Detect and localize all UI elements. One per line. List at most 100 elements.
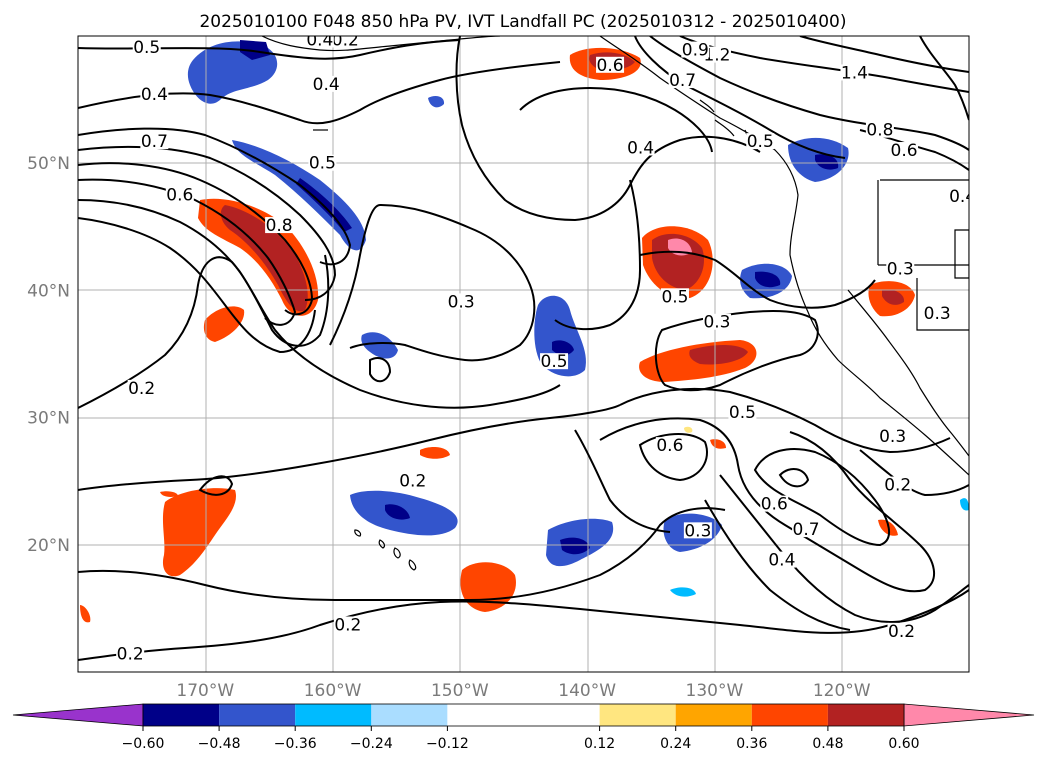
anomaly-positive xyxy=(420,447,450,459)
contour-label: 0.4 xyxy=(306,30,333,50)
gridlines xyxy=(78,36,969,672)
contour-label-bg xyxy=(883,476,912,493)
contour-label: 0.8 xyxy=(866,121,893,141)
contour-line xyxy=(369,357,392,383)
contour-label: 0.9 xyxy=(682,41,709,61)
contour-label-bg xyxy=(655,437,684,454)
contour-line xyxy=(78,178,297,326)
anomaly-positive xyxy=(162,488,236,577)
contour-label-bg xyxy=(540,353,569,370)
colorbar-tick-label: −0.36 xyxy=(274,736,317,752)
contour-label: 0.5 xyxy=(309,154,336,174)
longitude-tick-label: 130°W xyxy=(686,681,744,701)
longitude-tick-label: 140°W xyxy=(558,681,616,701)
contour-label-bg xyxy=(948,187,969,204)
contour-label: 0.6 xyxy=(891,141,918,161)
colorbar-segment xyxy=(219,704,296,726)
contour-line xyxy=(634,36,846,159)
contour-label: 0.2 xyxy=(334,615,361,635)
colorbar-tick-label: −0.24 xyxy=(350,736,393,752)
contour-label-bg xyxy=(702,313,731,330)
contour-label-bg xyxy=(265,217,294,234)
contour-label: 0.4 xyxy=(627,138,654,158)
contour-label: 0.8 xyxy=(266,216,293,236)
contour-label-bg xyxy=(887,622,916,639)
contour-label: 0.3 xyxy=(887,259,914,279)
contour-label-bg xyxy=(140,86,169,103)
anomaly-positive xyxy=(80,605,91,623)
anomaly-positive-core xyxy=(689,345,748,365)
contour-label-bg xyxy=(767,551,796,568)
anomaly-positive xyxy=(160,491,178,497)
colorbar-segment xyxy=(295,704,372,726)
contour-label-bg xyxy=(792,521,821,538)
contour-line xyxy=(519,86,713,153)
anomaly-negative-weak xyxy=(960,498,969,511)
contour-label-bg xyxy=(890,142,919,159)
contour-label-bg xyxy=(596,56,625,73)
contour-label-bg xyxy=(760,495,789,512)
contour-line xyxy=(78,61,561,125)
colorbar-segment xyxy=(143,704,220,726)
contour-label-bg xyxy=(865,121,894,138)
anomaly-negative-core xyxy=(240,40,270,60)
colorbar-segment xyxy=(675,704,752,726)
anomaly-negative xyxy=(361,332,398,359)
pv-anomaly-fills xyxy=(80,40,969,623)
contour-label-bg xyxy=(840,64,869,81)
baja-peninsula xyxy=(847,289,969,457)
colorbar-segment xyxy=(371,704,448,726)
contour-label-bg xyxy=(398,472,427,489)
colorbar-segment xyxy=(447,704,600,726)
contour-label: 0.3 xyxy=(879,427,906,447)
colorbar-tick-label: −0.12 xyxy=(426,736,469,752)
contour-label-bg xyxy=(127,379,156,396)
contour-label-bg xyxy=(447,293,476,310)
map-panel: 0.50.40.70.60.40.20.40.50.80.30.50.20.20… xyxy=(78,30,969,672)
latitude-tick-label: 30°N xyxy=(27,409,70,429)
longitude-tick-label: 150°W xyxy=(431,681,489,701)
anomaly-positive-core xyxy=(882,289,905,305)
contour-line xyxy=(639,250,876,309)
contour-line xyxy=(78,217,316,354)
contour-label-bg xyxy=(140,133,169,150)
contour-label-bg xyxy=(308,154,337,171)
anomaly-negative-core xyxy=(755,271,781,288)
figure-title: 2025010100 F048 850 hPa PV, IVT Landfall… xyxy=(199,12,846,32)
contour-label: 0.5 xyxy=(729,403,756,423)
contour-label-bg xyxy=(312,75,341,92)
contour-label-bg xyxy=(626,139,655,156)
contour-label-bg xyxy=(923,304,952,321)
contour-label: 0.3 xyxy=(703,313,730,333)
contour-line xyxy=(574,429,671,533)
colorbar-tick-label: 0.48 xyxy=(812,736,843,752)
contour-line xyxy=(599,417,935,593)
colorbar-tick-label: 0.12 xyxy=(584,736,615,752)
contour-label-bg xyxy=(333,616,362,633)
contour-label-bg xyxy=(746,133,775,150)
contour-line xyxy=(753,448,890,547)
contour-label: 0.6 xyxy=(166,186,193,206)
contour-label: 0.2 xyxy=(117,645,144,665)
anomaly-negative-core xyxy=(560,537,590,555)
anomaly-negative-core xyxy=(815,154,839,170)
contour-line xyxy=(704,499,851,631)
contour-line xyxy=(78,256,561,409)
contour-line xyxy=(649,36,969,151)
contour-label-bg xyxy=(660,288,689,305)
anomaly-positive-weak xyxy=(684,426,693,433)
colorbar-segment xyxy=(599,704,676,726)
longitude-tick-label: 120°W xyxy=(813,681,871,701)
contour-label-bg xyxy=(132,38,161,55)
contour-label: 0.7 xyxy=(141,132,168,152)
contour-label: 0.3 xyxy=(924,304,951,324)
coastlines xyxy=(261,36,969,571)
contour-label-bg xyxy=(331,36,360,48)
alaska-coast xyxy=(261,36,501,52)
colorbar-extend-max xyxy=(903,703,1035,727)
contour-label: 0.6 xyxy=(656,436,683,456)
borders xyxy=(877,179,969,279)
contour-label: 1.4 xyxy=(841,63,868,83)
contour-label: 0.6 xyxy=(597,56,624,76)
